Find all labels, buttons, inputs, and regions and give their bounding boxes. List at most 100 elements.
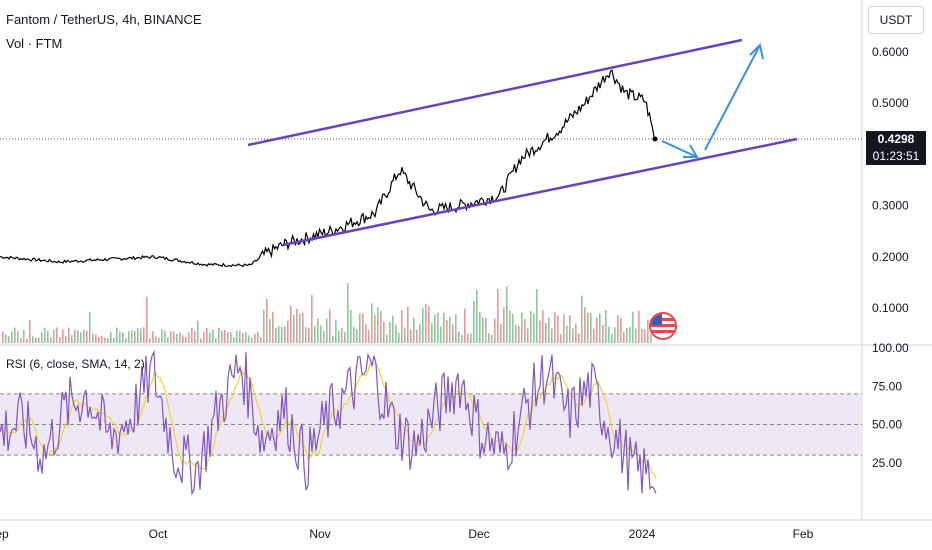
volume-bar <box>623 331 625 343</box>
volume-bar <box>644 329 646 343</box>
volume-bar <box>527 328 529 343</box>
channel-upper-line <box>247 38 743 147</box>
volume-bar <box>257 331 259 343</box>
volume-bar <box>458 331 460 343</box>
volume-bar <box>242 332 244 343</box>
volume-bar <box>512 314 514 343</box>
volume-bar <box>158 337 160 343</box>
volume-bar <box>485 317 487 343</box>
volume-bar <box>317 318 319 343</box>
volume-bar <box>533 313 535 343</box>
volume-bar <box>329 309 331 343</box>
volume-bar <box>449 316 451 343</box>
volume-bar <box>131 330 133 343</box>
volume-bar <box>365 324 367 343</box>
volume-bar <box>326 318 328 343</box>
volume-bar <box>383 321 385 343</box>
volume-bar <box>605 310 607 343</box>
volume-bar <box>443 313 445 343</box>
volume-bar <box>617 315 619 343</box>
volume-bar <box>230 332 232 343</box>
volume-bar <box>389 321 391 343</box>
volume-bar <box>233 337 235 343</box>
volume-bar <box>488 333 490 343</box>
volume-bar <box>137 328 139 343</box>
volume-bar <box>464 308 466 343</box>
volume-bar <box>203 332 205 343</box>
volume-bar <box>428 306 430 343</box>
volume-bar <box>98 337 100 343</box>
volume-bar <box>107 338 109 343</box>
volume-bar <box>476 289 478 343</box>
currency-button[interactable]: USDT <box>868 6 924 34</box>
price-tick-label: 0.1000 <box>872 301 909 315</box>
volume-bar <box>467 334 469 343</box>
volume-bar <box>56 327 58 343</box>
volume-bar <box>287 320 289 343</box>
price-tick-label: 0.5000 <box>872 96 909 110</box>
volume-bar <box>524 318 526 343</box>
volume-bar <box>629 327 631 343</box>
volume-bar <box>410 329 412 343</box>
volume-bar <box>86 330 88 343</box>
volume-bar <box>275 327 277 343</box>
us-flag-icon[interactable] <box>649 312 677 340</box>
down-arrow <box>661 140 699 158</box>
volume-bar <box>440 326 442 343</box>
last-price-tag: 0.4298 <box>866 131 926 148</box>
volume-bar <box>173 331 175 343</box>
volume-bar <box>176 333 178 343</box>
volume-bar <box>362 313 364 343</box>
volume-bar <box>359 313 361 343</box>
rsi-tick-label: 75.00 <box>872 379 902 393</box>
volume-bar <box>245 332 247 343</box>
volume-bar <box>590 313 592 343</box>
volume-bar <box>14 327 16 343</box>
volume-bar <box>563 314 565 343</box>
volume-bar <box>368 330 370 343</box>
volume-bar <box>191 327 193 343</box>
volume-bar <box>581 295 583 343</box>
volume-bar <box>299 313 301 343</box>
volume-bar <box>236 330 238 343</box>
volume-bar <box>509 310 511 343</box>
volume-bar <box>395 325 397 343</box>
volume-bar <box>113 338 115 343</box>
volume-bar <box>41 332 43 343</box>
volume-bar <box>146 296 148 343</box>
volume-bar <box>185 336 187 343</box>
volume-bar <box>35 337 37 343</box>
volume-bar <box>398 332 400 343</box>
time-tick-label: Oct <box>149 527 168 541</box>
volume-bar <box>608 326 610 343</box>
volume-bar <box>74 329 76 343</box>
time-tick-label: Sep <box>0 527 9 541</box>
rsi-tick-label: 100.00 <box>872 341 909 355</box>
volume-bar <box>50 337 52 343</box>
volume-bar <box>8 336 10 343</box>
volume-bar <box>305 327 307 343</box>
volume-bar <box>650 333 652 343</box>
volume-bar <box>95 334 97 343</box>
volume-bar <box>59 336 61 343</box>
volume-bar <box>44 327 46 343</box>
volume-bar <box>335 319 337 343</box>
rsi-tick-label: 50.00 <box>872 418 902 432</box>
rsi-tick-label: 25.00 <box>872 456 902 470</box>
volume-bar <box>404 327 406 343</box>
volume-bar <box>461 335 463 343</box>
volume-bar <box>269 319 271 343</box>
rsi-line <box>0 349 657 496</box>
volume-bar <box>140 328 142 343</box>
volume-bar <box>344 332 346 343</box>
volume-bar <box>281 327 283 343</box>
volume-bar <box>143 327 145 343</box>
volume-bar <box>470 333 472 343</box>
volume-bar <box>122 332 124 343</box>
volume-bar <box>65 336 67 343</box>
time-tick-label: 2024 <box>629 527 656 541</box>
volume-bar <box>104 337 106 343</box>
volume-bar <box>83 329 85 343</box>
price-tick-label: 0.2000 <box>872 250 909 264</box>
